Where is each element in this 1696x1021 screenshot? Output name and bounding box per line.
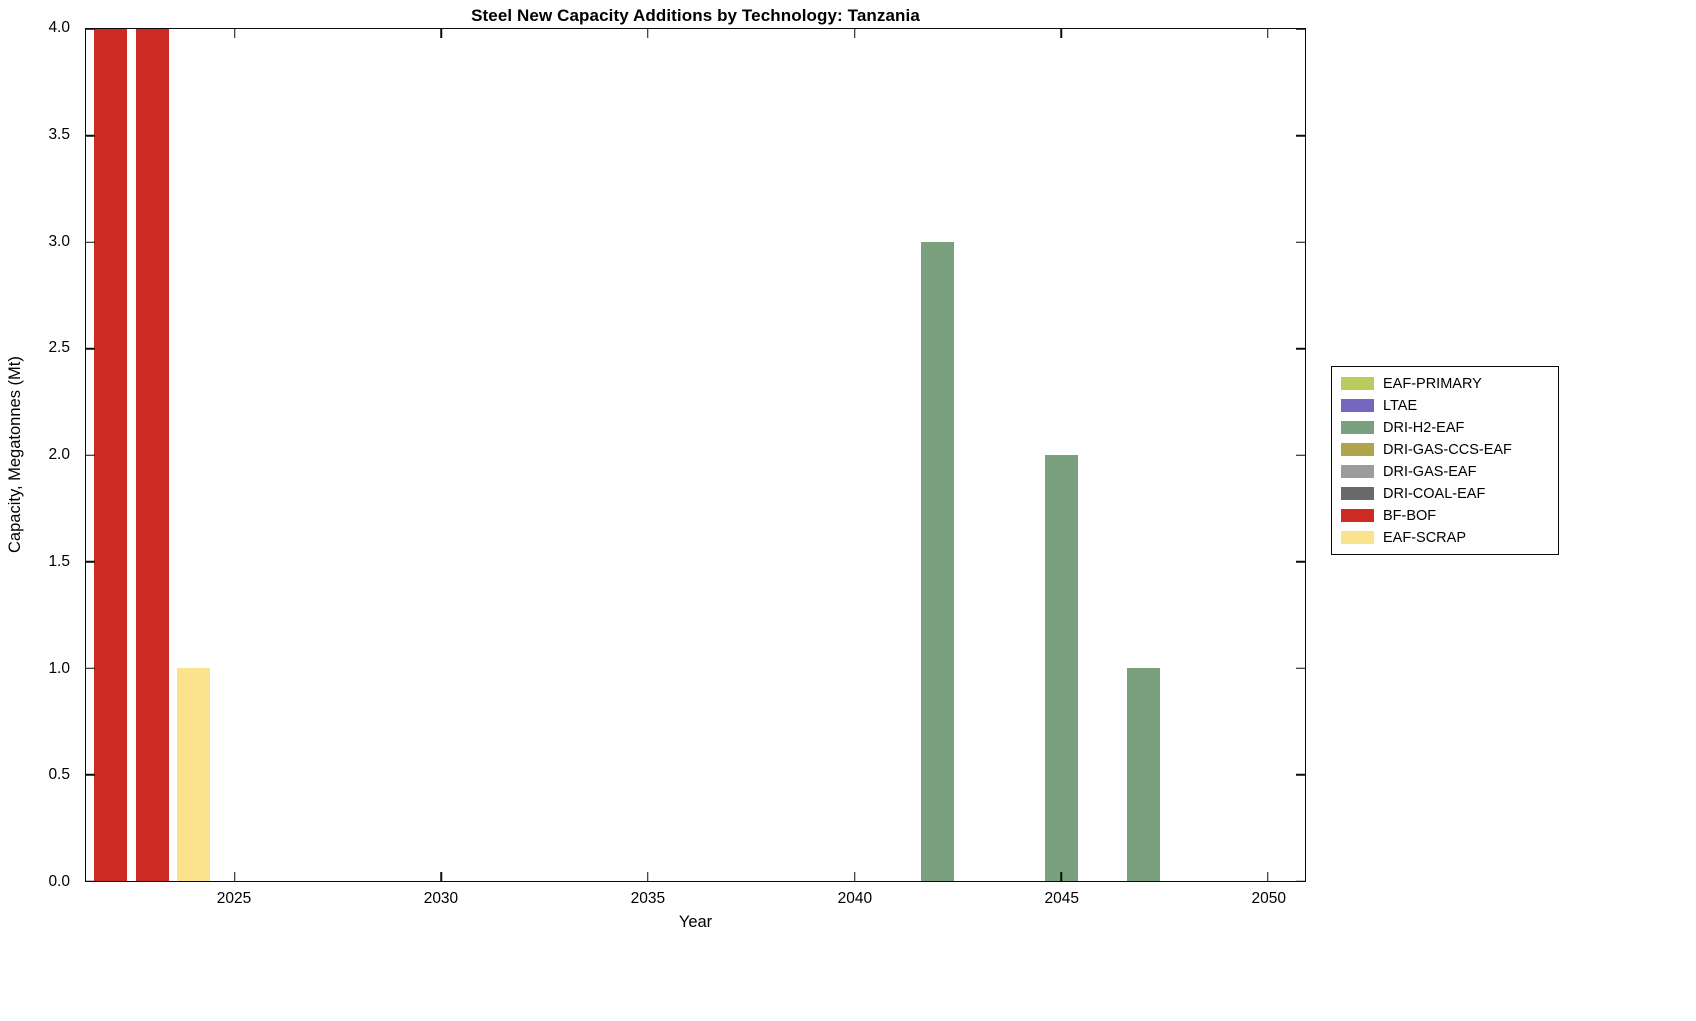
legend-swatch-dri-h2-eaf-icon <box>1341 421 1374 434</box>
legend-label: DRI-GAS-CCS-EAF <box>1383 441 1512 458</box>
bar-eaf-scrap <box>176 668 210 881</box>
y-tick-label: 4.0 <box>48 19 70 36</box>
chart-title: Steel New Capacity Additions by Technolo… <box>471 6 920 25</box>
bar-dri-h2-eaf <box>1044 455 1078 881</box>
x-tick <box>234 29 236 38</box>
x-tick <box>647 872 649 881</box>
y-tick-label: 1.5 <box>48 552 70 570</box>
y-tick <box>1296 28 1305 30</box>
y-tick <box>1296 347 1305 350</box>
y-tick <box>86 241 95 243</box>
x-tick <box>440 872 443 881</box>
x-tick-label: 2035 <box>630 890 666 907</box>
y-tick <box>1296 667 1305 669</box>
bar-dri-h2-eaf <box>920 242 954 881</box>
plot-area <box>85 28 1306 882</box>
y-tick <box>86 28 95 30</box>
legend-item: BF-BOF <box>1341 506 1549 525</box>
y-tick-label: 0.0 <box>48 873 70 890</box>
bar-dri-h2-eaf <box>1127 668 1161 881</box>
legend-swatch-dri-gas-ccs-eaf-icon <box>1341 443 1374 456</box>
x-tick-label: 2025 <box>216 890 252 907</box>
legend-item: EAF-PRIMARY <box>1341 374 1549 393</box>
bars-layer <box>86 29 1305 881</box>
y-tick-label: 2.0 <box>48 446 70 463</box>
legend-label: BF-BOF <box>1383 507 1437 524</box>
x-tick-label: 2045 <box>1044 890 1080 907</box>
legend-label: DRI-COAL-EAF <box>1383 485 1486 502</box>
legend-swatch-eaf-primary-icon <box>1341 377 1374 390</box>
x-tick <box>1060 872 1062 881</box>
legend-item: DRI-GAS-EAF <box>1341 462 1549 481</box>
legend-item: LTAE <box>1341 396 1549 415</box>
y-tick <box>86 347 95 350</box>
y-tick <box>1296 773 1305 776</box>
y-tick-label: 2.5 <box>48 339 70 357</box>
x-tick-label: 2050 <box>1251 890 1286 907</box>
bar-bf-bof <box>135 29 169 881</box>
x-tick <box>440 29 443 38</box>
y-tick-label: 3.5 <box>48 125 70 143</box>
y-tick <box>86 667 95 669</box>
y-tick <box>86 773 95 776</box>
y-tick <box>1296 880 1305 882</box>
legend-label: EAF-PRIMARY <box>1383 375 1482 392</box>
y-tick <box>86 560 95 563</box>
legend-item: DRI-GAS-CCS-EAF <box>1341 440 1549 459</box>
x-tick-label: 2040 <box>837 890 873 907</box>
bar-bf-bof <box>94 29 128 881</box>
legend-label: EAF-SCRAP <box>1383 529 1466 546</box>
legend-item: EAF-SCRAP <box>1341 528 1549 547</box>
y-tick <box>86 134 95 137</box>
y-tick <box>1296 134 1305 137</box>
x-tick <box>1060 29 1062 38</box>
x-tick <box>1267 29 1269 38</box>
legend-item: DRI-H2-EAF <box>1341 418 1549 437</box>
y-tick <box>86 880 95 882</box>
x-tick <box>234 872 236 881</box>
ticks-layer <box>86 28 1305 882</box>
legend-swatch-ltae-icon <box>1341 399 1374 412</box>
x-tick <box>1267 872 1269 881</box>
y-tick-label: 3.0 <box>48 232 70 250</box>
x-tick <box>647 29 649 38</box>
legend-label: LTAE <box>1383 397 1418 414</box>
y-tick-labels: 0.0 0.5 1.0 1.5 2.0 2.5 3.0 3.5 4.0 <box>0 19 78 890</box>
legend-swatch-eaf-scrap-icon <box>1341 531 1374 544</box>
y-tick <box>1296 454 1305 456</box>
y-tick <box>86 454 95 456</box>
y-tick <box>1296 560 1305 563</box>
legend: EAF-PRIMARY LTAE DRI-H2-EAF DRI-GAS-CCS-EAF… <box>1331 366 1559 555</box>
x-tick-labels: 2025 2030 2035 2040 2045 2050 <box>85 890 1306 912</box>
legend-label: DRI-GAS-EAF <box>1383 463 1477 480</box>
legend-item: DRI-COAL-EAF <box>1341 484 1549 503</box>
x-tick <box>853 29 856 38</box>
y-tick-label: 0.5 <box>48 766 70 784</box>
legend-swatch-dri-gas-eaf-icon <box>1341 465 1374 478</box>
x-axis-label: Year <box>678 913 713 931</box>
x-tick-label: 2030 <box>423 890 459 907</box>
legend-swatch-bf-bof-icon <box>1341 509 1374 522</box>
x-tick <box>853 872 856 881</box>
y-tick-label: 1.0 <box>48 659 70 677</box>
y-tick <box>1296 241 1305 243</box>
legend-label: DRI-H2-EAF <box>1383 419 1465 436</box>
legend-swatch-dri-coal-eaf-icon <box>1341 487 1374 500</box>
